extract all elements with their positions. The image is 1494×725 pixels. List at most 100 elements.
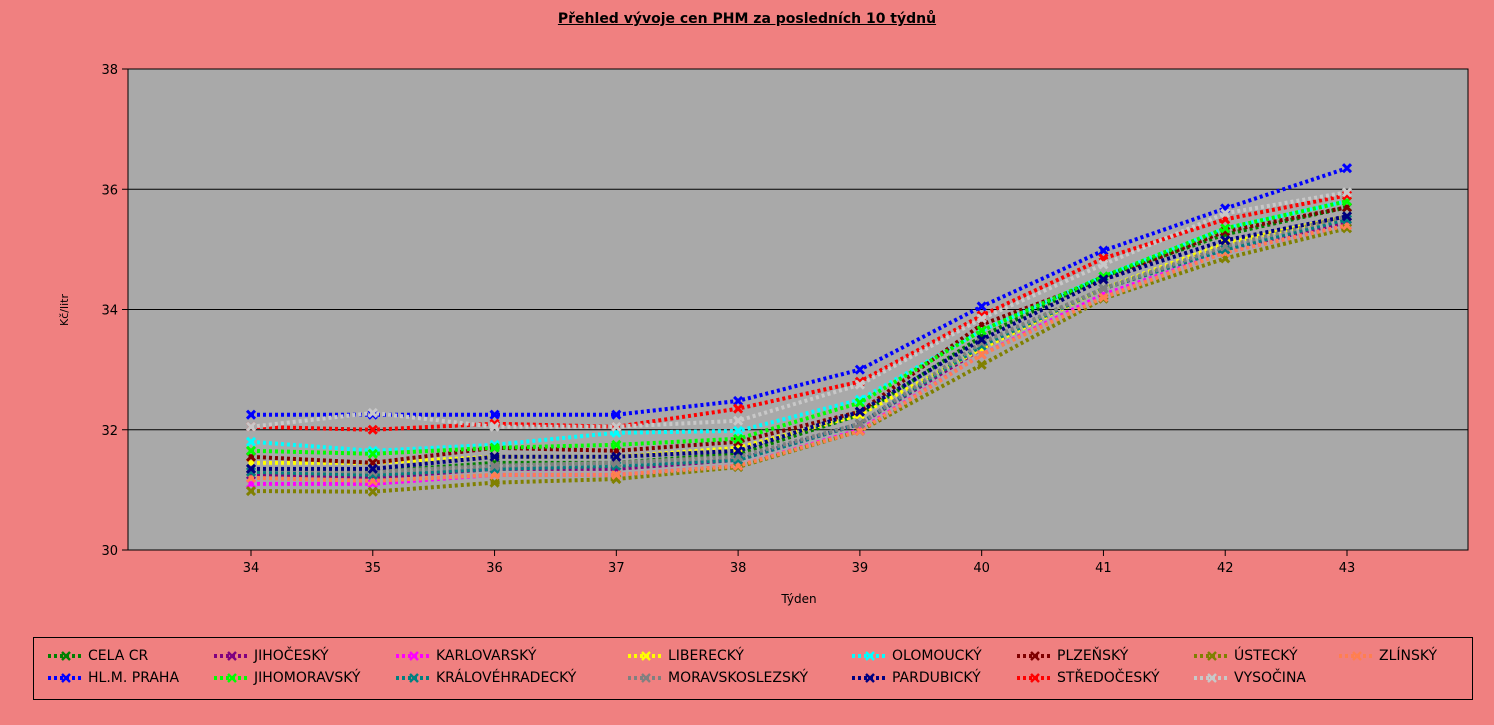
y-axis: 30 32 34 36 38	[101, 63, 128, 559]
data-point	[245, 421, 257, 432]
data-point	[245, 409, 257, 420]
y-tick-label: 30	[101, 544, 118, 559]
x-tick-label: 36	[486, 561, 503, 576]
x-tick-label: 39	[852, 561, 869, 576]
series-line	[251, 166, 1348, 417]
data-point	[1098, 283, 1109, 294]
data-point	[1098, 259, 1109, 270]
data-point	[733, 436, 744, 447]
legend-label: JIHOMORAVSKÝ	[254, 670, 361, 686]
data-point	[489, 421, 500, 432]
legend-swatch	[396, 673, 432, 683]
legend-label: LIBERECKÝ	[668, 648, 744, 664]
data-point	[1341, 163, 1353, 174]
series-line	[250, 217, 1348, 477]
x-tick-label: 42	[1217, 561, 1234, 576]
data-point	[1220, 244, 1231, 255]
data-point	[367, 448, 378, 459]
x-tick-label: 38	[730, 561, 747, 576]
data-point	[489, 409, 500, 420]
legend-label: KARLOVARSKÝ	[436, 648, 537, 664]
legend-label: HL.M. PRAHA	[88, 670, 180, 686]
data-point	[1341, 187, 1353, 198]
x-tick-label: 40	[973, 561, 990, 576]
data-point	[367, 463, 378, 474]
series-line	[251, 214, 1348, 471]
data-point	[733, 454, 744, 465]
legend-swatch	[48, 673, 84, 683]
data-point	[611, 409, 622, 420]
data-point	[976, 337, 987, 348]
legend-label: PLZEŇSKÝ	[1057, 648, 1129, 664]
data-point	[1220, 208, 1231, 219]
y-tick-label: 32	[101, 424, 118, 439]
data-point	[854, 379, 865, 390]
data-point	[489, 460, 500, 471]
legend-swatch	[852, 673, 888, 683]
series-14	[245, 187, 1353, 432]
legend-swatch	[628, 651, 664, 661]
legend-swatch	[1017, 651, 1053, 661]
data-point	[245, 486, 257, 497]
data-point	[1341, 223, 1353, 234]
series-line	[250, 199, 1348, 456]
data-point	[1098, 292, 1109, 303]
legend-label: OLOMOUCKÝ	[892, 648, 982, 664]
data-point	[733, 415, 744, 426]
legend-swatch	[214, 673, 250, 683]
data-point	[1098, 245, 1109, 256]
legend-label: KRÁLOVÉHRADECKÝ	[436, 670, 577, 686]
series-line	[250, 190, 1348, 429]
data-point	[854, 364, 865, 375]
series-9	[245, 196, 1353, 459]
data-point	[976, 359, 987, 370]
legend-swatch	[852, 651, 888, 661]
data-point	[976, 334, 987, 345]
series-line	[251, 214, 1348, 465]
legend-label: PARDUBICKÝ	[892, 670, 981, 686]
legend-label: ÚSTECKÝ	[1234, 648, 1298, 664]
data-point	[976, 313, 987, 324]
series-line	[250, 226, 1348, 494]
x-tick-label: 35	[365, 561, 382, 576]
legend-swatch	[1194, 673, 1230, 683]
legend-swatch	[1017, 673, 1053, 683]
x-axis: 34 35 36 37 38 39 40 41 42 43	[243, 550, 1356, 576]
data-point	[1341, 211, 1353, 222]
x-tick-label: 43	[1339, 561, 1356, 576]
data-point	[367, 407, 378, 418]
data-point	[367, 478, 378, 489]
data-point	[854, 418, 865, 429]
data-point	[611, 439, 622, 450]
legend-label: JIHOČESKÝ	[254, 648, 329, 664]
x-tick-label: 41	[1095, 561, 1112, 576]
data-point	[733, 403, 744, 414]
series-line	[250, 214, 1348, 474]
data-point	[611, 469, 622, 480]
series-line	[250, 223, 1348, 483]
chart-title: Přehled vývoje cen PHM za posledních 10 …	[557, 11, 937, 27]
data-point	[1098, 274, 1109, 285]
data-point	[854, 397, 865, 408]
legend-swatch	[628, 673, 664, 683]
legend-label: VYSOČINA	[1234, 670, 1306, 686]
data-point	[976, 301, 987, 312]
data-point	[245, 445, 257, 456]
series-12	[245, 211, 1353, 474]
data-point	[367, 486, 378, 497]
y-tick-label: 38	[101, 63, 118, 78]
data-point	[367, 424, 378, 435]
data-point	[367, 466, 378, 477]
data-point	[976, 325, 987, 336]
data-point	[611, 451, 622, 462]
x-axis-label: Týden	[780, 592, 816, 606]
y-axis-label: Kč/litr	[58, 294, 71, 326]
x-tick-label: 37	[608, 561, 625, 576]
data-point	[367, 445, 378, 456]
y-tick-label: 36	[101, 183, 118, 198]
data-point	[1220, 235, 1231, 246]
legend-label: CELA CR	[88, 648, 149, 664]
legend-swatch	[1339, 651, 1375, 661]
legend-swatch	[214, 651, 250, 661]
